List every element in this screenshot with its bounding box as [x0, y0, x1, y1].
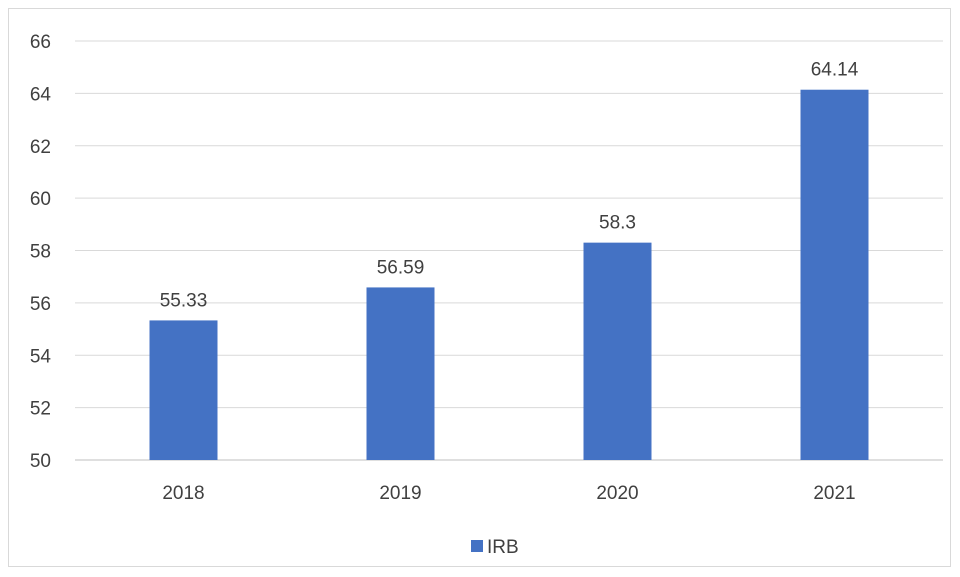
data-labels: 55.33 56.59 58.3 64.14: [160, 60, 859, 312]
bar-2020: [583, 242, 652, 460]
x-tick-label-2018: 2018: [162, 483, 204, 504]
y-tick-label: 62: [30, 137, 51, 158]
bars: [149, 89, 869, 461]
y-tick-label: 64: [30, 84, 52, 105]
x-tick-label-2021: 2021: [813, 483, 855, 504]
y-tick-label: 60: [30, 189, 51, 210]
y-tick-label: 66: [30, 32, 51, 53]
bar-2018: [149, 320, 218, 460]
data-label-2020: 58.3: [599, 213, 636, 234]
y-tick-label: 56: [30, 294, 51, 315]
y-tick-label: 50: [30, 451, 51, 472]
legend-label-irb: IRB: [487, 537, 519, 558]
y-tick-label: 54: [30, 346, 52, 367]
data-label-2019: 56.59: [377, 257, 425, 278]
y-tick-label: 52: [30, 399, 51, 420]
y-axis-tick-labels: 50 52 54 56 58 60 62 64 66: [30, 32, 52, 472]
chart-frame: [8, 8, 951, 567]
grid-lines: [75, 40, 943, 461]
x-tick-label-2019: 2019: [379, 483, 421, 504]
bar-2019: [366, 287, 435, 460]
data-label-2021: 64.14: [811, 60, 859, 81]
x-axis-tick-labels: 2018 2019 2020 2021: [162, 483, 855, 504]
bar-2021: [800, 89, 869, 461]
x-tick-label-2020: 2020: [596, 483, 638, 504]
y-tick-label: 58: [30, 242, 51, 263]
data-label-2018: 55.33: [160, 290, 208, 311]
legend-swatch-irb: [471, 540, 483, 552]
legend: IRB: [471, 537, 519, 558]
